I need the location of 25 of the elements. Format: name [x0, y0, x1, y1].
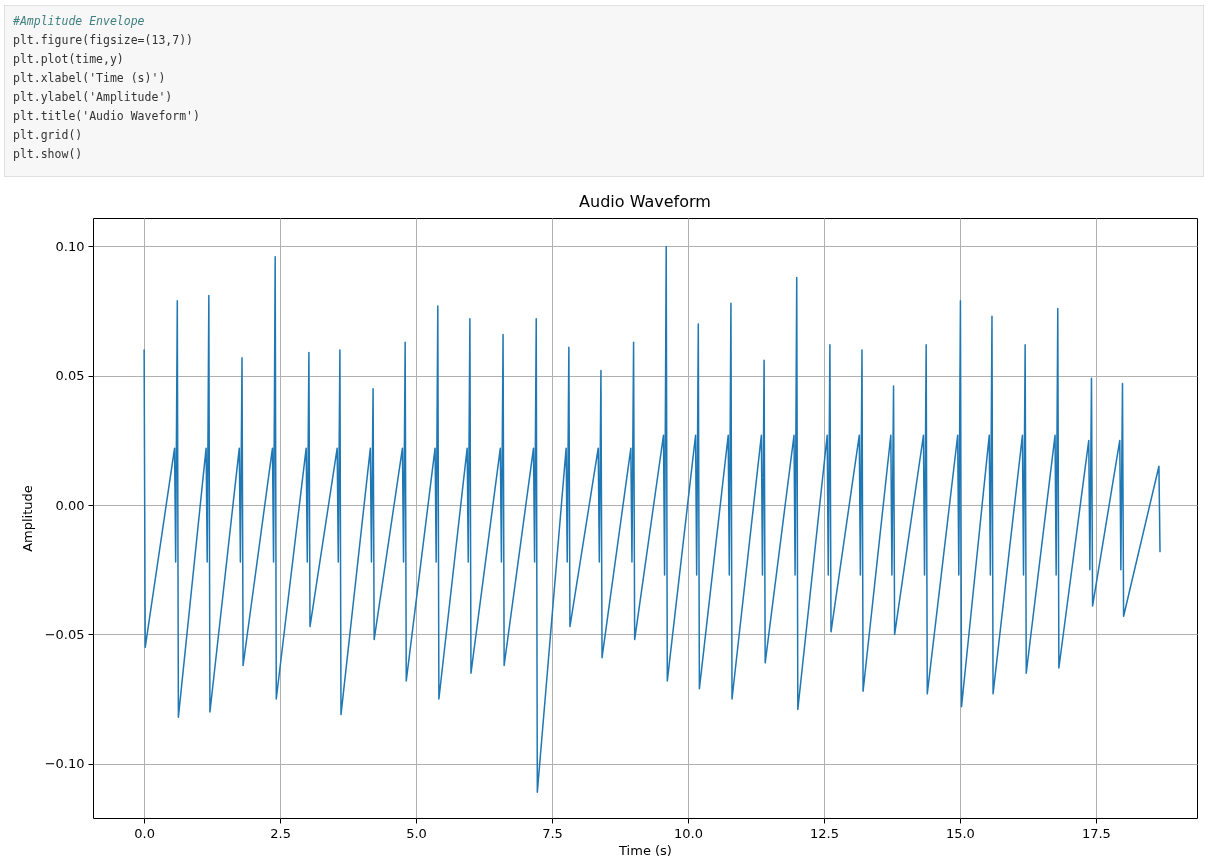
text: plt.show(): [13, 146, 84, 163]
y-tick-label: 0.05: [55, 368, 85, 384]
x-axis-title: Time (s): [618, 842, 672, 858]
x-tick-label: 15.0: [945, 825, 975, 841]
x-tick-label: 5.0: [406, 825, 427, 841]
y-tick-label: −0.05: [44, 626, 85, 642]
text: plt.title('Audio Waveform'): [13, 108, 201, 125]
x-tick-label: 17.5: [1081, 825, 1111, 841]
x-tick-label: 0.0: [134, 825, 155, 841]
x-tick-label: 10.0: [673, 825, 703, 841]
chart-title: Audio Waveform: [579, 192, 711, 211]
y-axis-title: Amplitude: [19, 485, 35, 552]
x-tick-label: 7.5: [542, 825, 563, 841]
text: plt.ylabel('Amplitude'): [13, 89, 174, 106]
y-tick-label: 0.10: [55, 238, 85, 254]
x-tick-label: 12.5: [809, 825, 839, 841]
line-series: [143, 245, 1161, 793]
x-tick-label: 2.5: [270, 825, 291, 841]
text: plt.xlabel('Time (s)'): [13, 70, 167, 87]
text: plt.figure(figsize=(13,7)): [13, 32, 194, 49]
text: plt.grid(): [13, 127, 84, 144]
y-tick-label: 0.00: [55, 497, 85, 513]
y-tick-label: −0.10: [44, 756, 85, 772]
text: #Amplitude Envelope: [13, 13, 146, 30]
text: plt.plot(time,y): [13, 51, 125, 68]
